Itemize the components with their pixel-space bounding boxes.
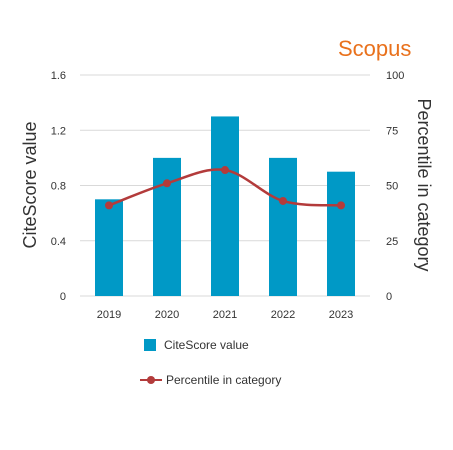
legend-line-label: Percentile in category [166, 373, 282, 387]
y-axis-label: CiteScore value [20, 121, 40, 248]
bar[interactable] [211, 116, 239, 296]
x-tick-label: 2020 [155, 309, 179, 321]
line-point[interactable] [105, 201, 113, 210]
line-point[interactable] [221, 166, 229, 175]
bar[interactable] [153, 157, 181, 296]
x-tick-label: 2021 [213, 309, 237, 321]
bar[interactable] [95, 199, 123, 296]
bar[interactable] [327, 171, 355, 296]
line-series [105, 166, 345, 210]
y2-axis-label: Percentile in category [414, 98, 434, 271]
line-point[interactable] [279, 196, 287, 205]
line-point[interactable] [337, 201, 345, 210]
legend-item-line[interactable]: Percentile in category [140, 373, 281, 387]
y-tick-label: 1.2 [51, 125, 66, 137]
y-tick-label: 1.6 [51, 70, 66, 82]
y2-tick-label: 100 [386, 70, 404, 82]
y2-tick-label: 25 [386, 236, 398, 248]
y2-tick-label: 0 [386, 291, 392, 303]
y2-tick-label: 75 [386, 125, 398, 137]
x-tick-label: 2022 [271, 309, 295, 321]
y-axis-ticks: 0 0.4 0.8 1.2 1.6 [51, 70, 66, 303]
legend-line-swatch [140, 374, 162, 386]
x-axis-ticks: 2019 2020 2021 2022 2023 [97, 309, 353, 321]
y2-tick-label: 50 [386, 181, 398, 193]
y-tick-label: 0 [60, 291, 66, 303]
scopus-logo: Scopus [338, 36, 412, 61]
legend-item-bar[interactable]: CiteScore value [144, 338, 249, 352]
line-point[interactable] [163, 179, 171, 188]
y-tick-label: 0.4 [51, 236, 66, 248]
y2-axis-ticks: 0 25 50 75 100 [386, 70, 404, 303]
x-tick-label: 2023 [329, 309, 353, 321]
legend-bar-swatch [144, 339, 156, 351]
legend-bar-label: CiteScore value [164, 338, 249, 352]
bar[interactable] [269, 157, 297, 296]
x-tick-label: 2019 [97, 309, 121, 321]
y-tick-label: 0.8 [51, 181, 66, 193]
